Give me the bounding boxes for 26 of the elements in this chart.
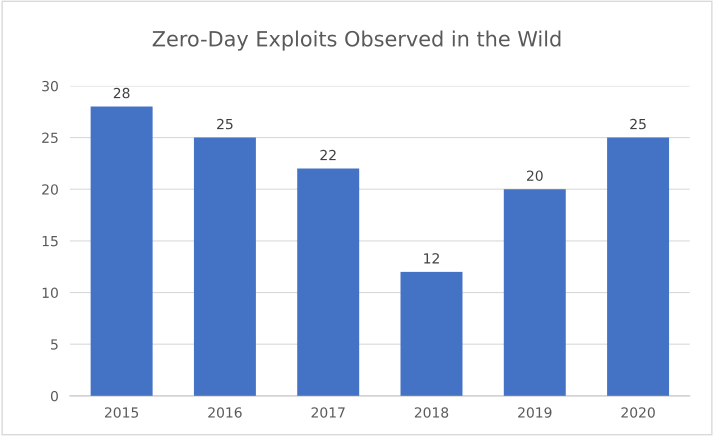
data-label: 20	[526, 170, 543, 181]
bar	[400, 272, 462, 396]
x-tick-label: 2019	[518, 407, 552, 418]
chart-title: Zero-Day Exploits Observed in the Wild	[152, 30, 560, 51]
y-tick-label: 5	[51, 339, 58, 350]
x-tick-label: 2017	[312, 407, 345, 418]
y-tick-label: 25	[42, 132, 58, 144]
x-tick-label: 2020	[621, 407, 655, 418]
y-tick-label: 15	[42, 236, 58, 246]
data-label: 22	[320, 150, 336, 160]
x-tick-label: 2016	[208, 407, 242, 418]
bar	[90, 106, 153, 396]
data-label: 25	[630, 118, 646, 130]
y-tick-label: 30	[42, 80, 58, 92]
y-tick-label: 0	[50, 390, 58, 402]
data-label: 28	[114, 88, 130, 98]
bar	[607, 138, 670, 396]
y-tick-label: 20	[42, 184, 58, 195]
data-label: 25	[217, 118, 233, 130]
y-tick-label: 10	[42, 288, 58, 298]
bar	[297, 168, 360, 396]
bar	[504, 189, 566, 396]
x-tick-label: 2018	[414, 407, 448, 418]
bar	[194, 138, 256, 396]
data-label: 12	[424, 253, 439, 264]
x-tick-label: 2015	[104, 407, 138, 418]
